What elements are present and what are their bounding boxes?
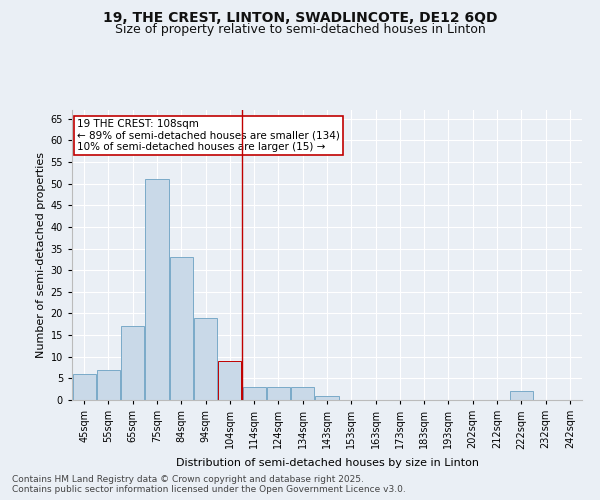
Bar (218, 361, 241, 400)
Bar (145, 180, 169, 400)
Bar (73, 374, 95, 400)
Bar (242, 387, 266, 400)
Bar (267, 387, 290, 400)
Y-axis label: Number of semi-detached properties: Number of semi-detached properties (37, 152, 46, 358)
Bar (170, 257, 193, 400)
Bar (97, 370, 120, 400)
Text: Contains HM Land Registry data © Crown copyright and database right 2025.: Contains HM Land Registry data © Crown c… (12, 476, 364, 484)
Bar (291, 387, 314, 400)
Text: Contains public sector information licensed under the Open Government Licence v3: Contains public sector information licen… (12, 484, 406, 494)
Bar (510, 392, 533, 400)
Bar (316, 396, 338, 400)
Text: 19 THE CREST: 108sqm
← 89% of semi-detached houses are smaller (134)
10% of semi: 19 THE CREST: 108sqm ← 89% of semi-detac… (77, 118, 340, 152)
Text: 19, THE CREST, LINTON, SWADLINCOTE, DE12 6QD: 19, THE CREST, LINTON, SWADLINCOTE, DE12… (103, 10, 497, 24)
Text: Distribution of semi-detached houses by size in Linton: Distribution of semi-detached houses by … (176, 458, 479, 468)
Bar (121, 326, 144, 400)
Text: Size of property relative to semi-detached houses in Linton: Size of property relative to semi-detach… (115, 22, 485, 36)
Bar (194, 318, 217, 400)
